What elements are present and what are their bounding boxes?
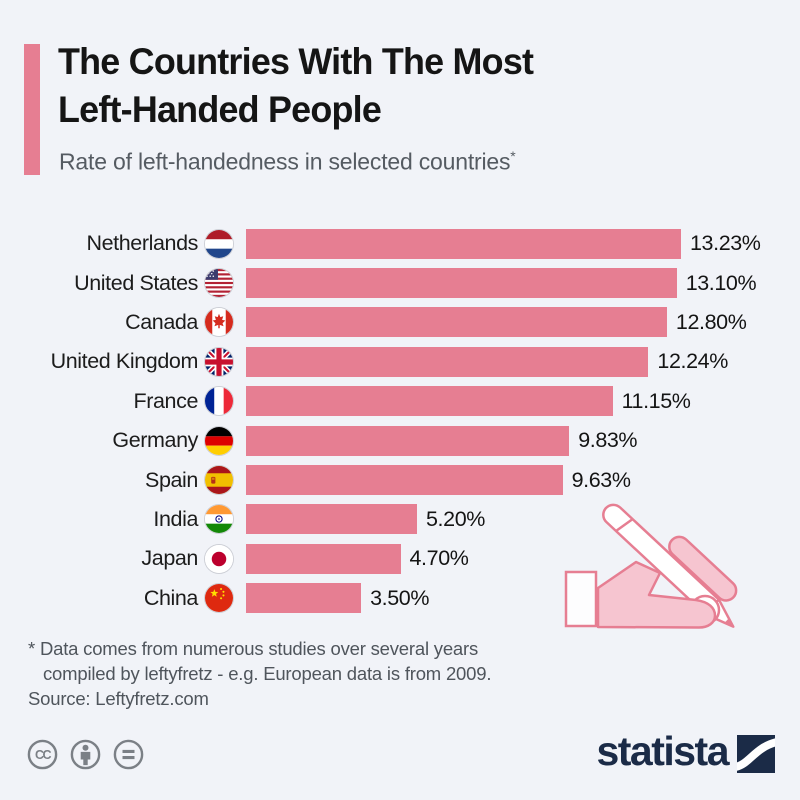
chart-row: Canada 12.80% <box>0 303 800 342</box>
title-line-1: The Countries With The Most <box>58 41 534 82</box>
value-bar <box>246 386 613 417</box>
value-bar <box>246 268 677 299</box>
value-bar <box>246 228 681 259</box>
cc-icon[interactable]: CC <box>27 739 58 770</box>
value-bar <box>246 583 362 614</box>
chart-subtitle: Rate of left-handedness in selected coun… <box>59 148 516 175</box>
chart-row: India 5.20% <box>0 500 800 539</box>
page-title: The Countries With The Most Left-Handed … <box>58 38 534 133</box>
flag-china <box>205 584 233 613</box>
flag-germany <box>205 426 233 455</box>
value-bar <box>246 425 570 456</box>
left-hand-writing-illustration <box>556 496 794 669</box>
country-label: Netherlands <box>86 231 198 256</box>
value-label: 9.83% <box>578 428 638 453</box>
flag-japan <box>205 544 233 573</box>
country-label: Spain <box>145 467 198 492</box>
flag-france <box>205 387 233 416</box>
chart-row: France 11.15% <box>0 382 800 421</box>
value-bar <box>246 543 401 574</box>
hand-icon <box>596 560 717 629</box>
country-label: India <box>153 506 198 531</box>
value-label: 3.50% <box>370 585 430 610</box>
country-label: China <box>143 585 199 610</box>
country-label: Canada <box>125 309 198 334</box>
value-label: 12.24% <box>657 349 728 374</box>
pencil-shadow-icon <box>668 535 738 602</box>
chart-row: United States 13.10% <box>0 263 800 302</box>
chart-row: United Kingdom 12.24% <box>0 342 800 381</box>
country-label: United States <box>74 270 198 295</box>
flag-india <box>205 505 233 534</box>
flag-united-states <box>205 269 233 298</box>
value-bar <box>246 504 417 535</box>
chart-row: Japan 4.70% <box>0 539 800 578</box>
country-label: France <box>133 388 198 413</box>
source-line: Source: Leftyfretz.com <box>28 687 209 709</box>
flag-canada <box>205 308 233 337</box>
cuff-icon <box>564 570 598 628</box>
footnote-marker: * <box>510 148 516 164</box>
footnote-line-1: * Data comes from numerous studies over … <box>28 638 479 659</box>
chart-row: Spain 9.63% <box>0 460 800 499</box>
title-accent-bar <box>24 44 40 175</box>
value-bar <box>246 307 667 338</box>
value-label: 11.15% <box>621 388 691 413</box>
attribution-icon[interactable] <box>70 739 101 770</box>
no-derivatives-icon[interactable] <box>113 739 144 770</box>
value-label: 4.70% <box>409 546 469 571</box>
value-label: 13.10% <box>685 270 757 295</box>
license-icons: CC <box>27 739 144 770</box>
flag-united-kingdom <box>205 347 233 376</box>
chart-row: Netherlands 13.23% <box>0 224 800 263</box>
chart-row: Germany 9.83% <box>0 421 800 460</box>
statista-wordmark: statista <box>596 728 729 774</box>
statista-logo[interactable]: statista <box>596 731 775 776</box>
value-bar <box>246 346 649 377</box>
footnote-line-2: compiled by leftyfretz - e.g. European d… <box>43 662 492 684</box>
country-label: Germany <box>112 428 198 453</box>
svg-text:CC: CC <box>35 748 52 762</box>
value-label: 13.23% <box>690 231 761 256</box>
chart-row: China 3.50% <box>0 579 800 618</box>
country-label: Japan <box>141 546 198 571</box>
title-line-2: Left-Handed People <box>58 88 382 130</box>
value-label: 5.20% <box>426 506 485 531</box>
value-label: 12.80% <box>675 309 747 334</box>
statista-mark-icon <box>737 734 775 773</box>
country-label: United Kingdom <box>50 349 199 374</box>
flag-netherlands <box>205 229 233 258</box>
flag-spain <box>205 466 233 495</box>
value-label: 9.63% <box>571 467 631 492</box>
bar-chart: Netherlands 13.23% United States 13.10% Cana… <box>0 224 800 618</box>
value-bar <box>246 465 563 496</box>
footnote: * Data comes from numerous studies over … <box>28 637 491 711</box>
